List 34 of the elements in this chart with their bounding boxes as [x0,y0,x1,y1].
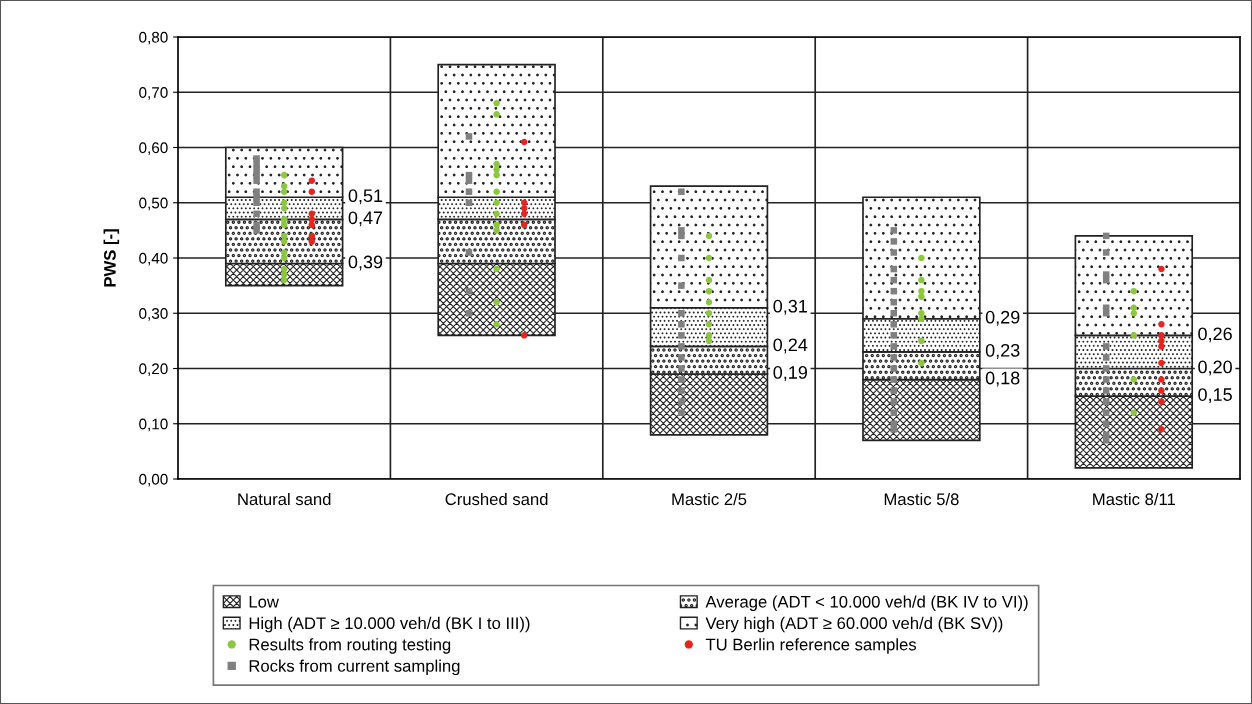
x-tick-label: Natural sand [238,492,331,506]
annotation: 0,26 [1198,327,1232,343]
y-tick-label: 0,20 [139,363,168,376]
annotation: 0,18 [985,371,1020,387]
annotation: 0,29 [985,310,1020,326]
annotation: 0,20 [1198,360,1232,376]
annotation: 0,39 [348,255,383,271]
y-axis-title: PWS [-] [103,229,120,287]
legend-label: Average (ADT < 10.000 veh/d (BK IV to VI)) [705,595,1028,611]
legend-label: Rocks from current sampling [249,659,460,676]
legend-label: Results from routing testing [249,638,451,654]
legend-label: Very high (ADT ≥ 60.000 veh/d (BK SV)) [705,616,1003,633]
annotation: 0,24 [773,338,808,354]
y-tick-label: 0,40 [139,252,168,266]
legend-label: TU Berlin reference samples [705,638,917,654]
legend-label: High (ADT ≥ 10.000 veh/d (BK I to III)) [249,616,530,633]
y-tick-label: 0,50 [139,197,168,211]
y-tick-label: 0,00 [139,473,168,487]
legend-label: Low [249,596,279,608]
annotation: 0,31 [773,299,807,315]
x-tick-label: Mastic 2/5 [672,492,747,506]
y-tick-label: 0,80 [139,31,168,45]
annotation: 0,47 [348,211,383,227]
x-tick-label: Crushed sand [445,492,548,506]
annotation: 0,51 [348,189,383,205]
annotation: 0,23 [985,343,1020,359]
x-tick-label: Mastic 5/8 [884,492,959,506]
y-tick-label: 0,70 [139,87,168,100]
y-tick-label: 0,30 [139,308,168,321]
x-tick-label: Mastic 8/11 [1093,492,1175,506]
y-tick-label: 0,10 [139,418,168,432]
annotation: 0,19 [773,366,808,381]
y-tick-label: 0,60 [139,142,168,155]
annotation: 0,15 [1198,388,1232,404]
